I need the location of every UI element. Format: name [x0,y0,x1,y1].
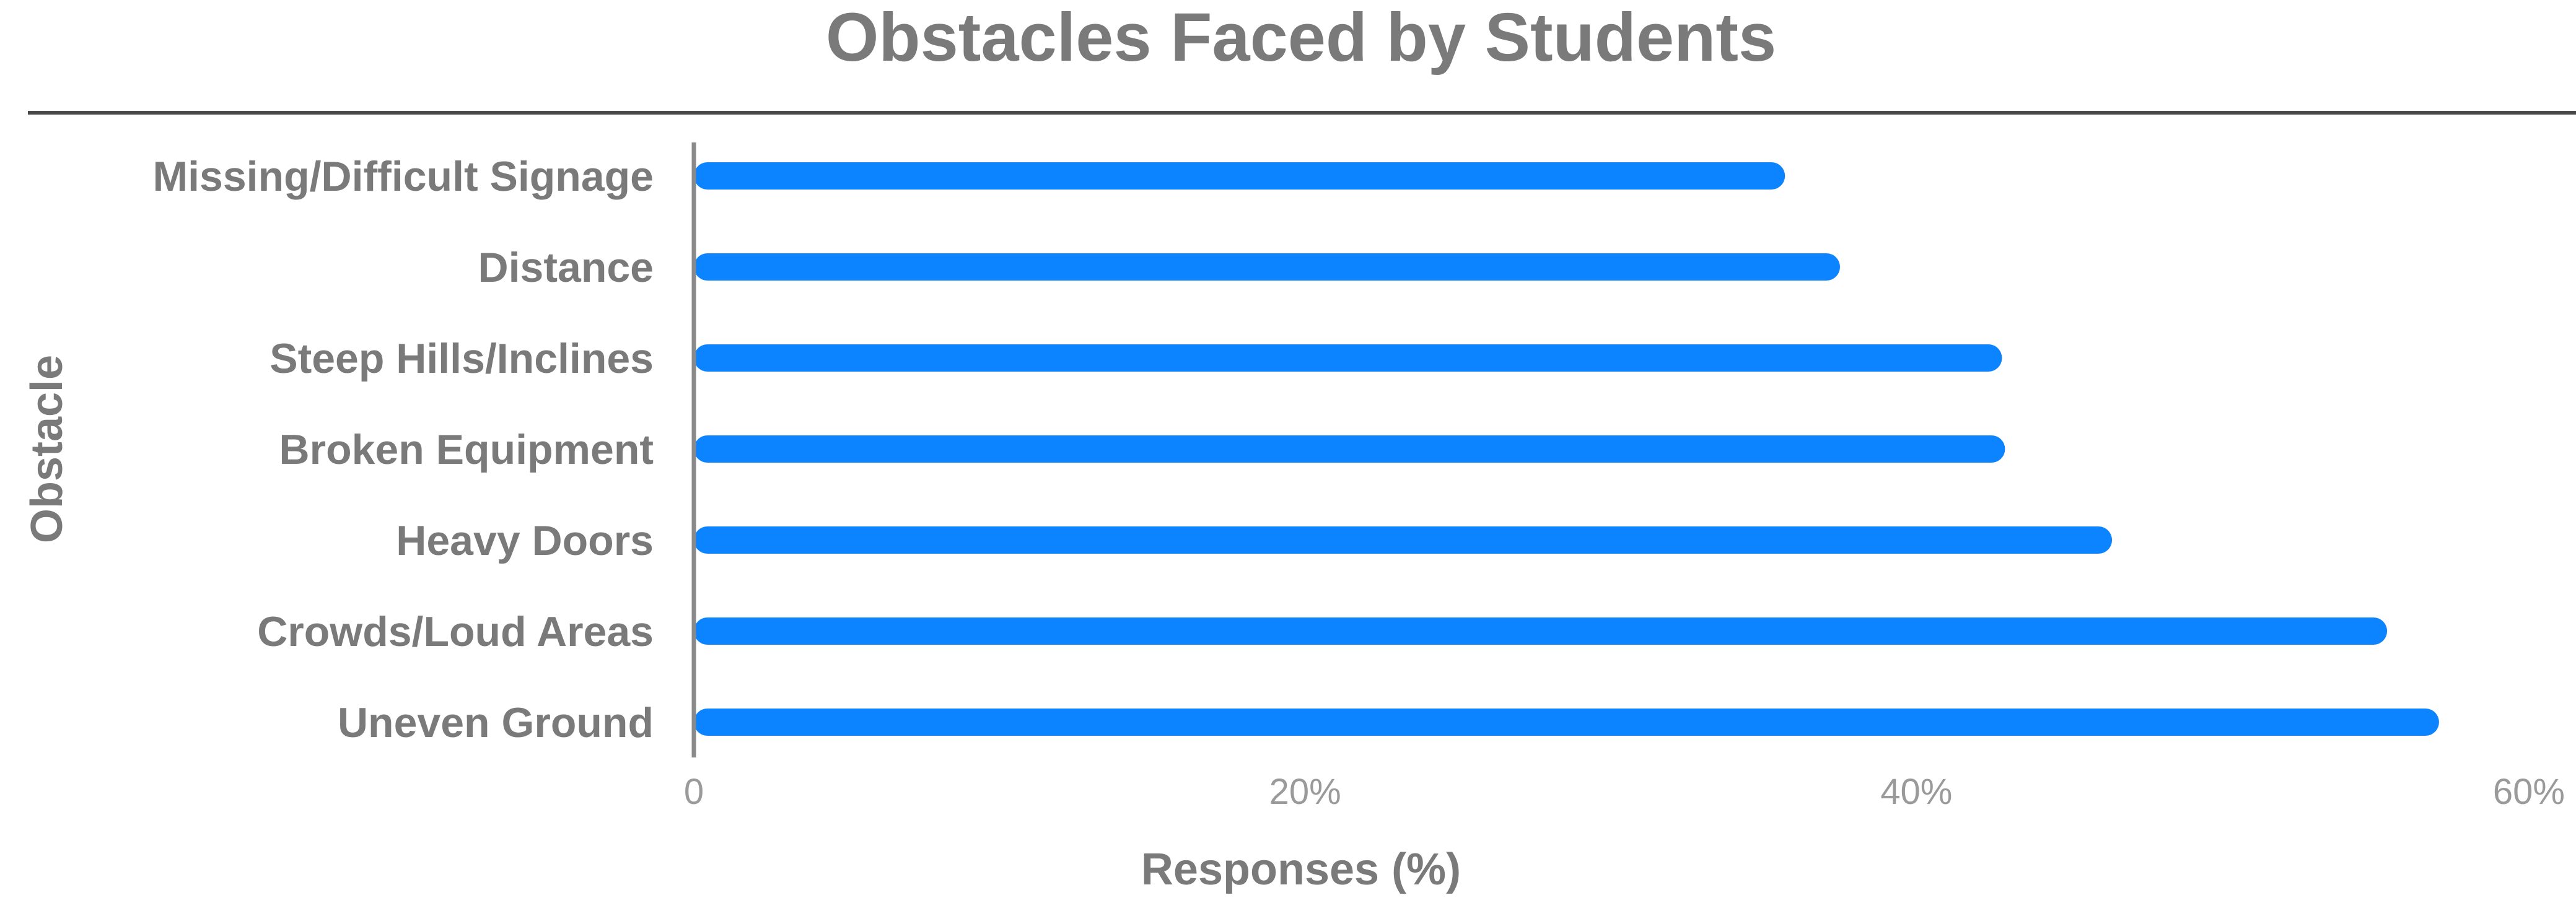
category-label: Uneven Ground [338,699,654,746]
bar [694,435,2005,463]
y-axis-title: Obstacle [22,355,72,543]
bar [694,526,2113,554]
category-labels-group: Missing/Difficult Signage Distance Steep H… [153,153,654,746]
category-label: Steep Hills/Inclines [269,335,654,382]
category-label: Missing/Difficult Signage [153,153,654,200]
x-tick-labels-group: 0 20% 40% 60% [684,772,2565,812]
bar [694,162,1785,190]
x-axis-title: Responses (%) [1141,845,1461,894]
x-tick-label: 40% [1880,772,1952,812]
chart-title: Obstacles Faced by Students [826,0,1776,76]
bar [694,253,1840,281]
category-label: Broken Equipment [279,426,654,473]
bar [694,709,2439,736]
x-tick-label: 0 [684,772,704,812]
category-label: Heavy Doors [396,517,654,564]
category-label: Distance [478,244,654,291]
category-label: Crowds/Loud Areas [257,608,654,655]
bars-group [694,162,2439,736]
bar [694,617,2388,645]
x-tick-label: 60% [2493,772,2565,812]
x-tick-label: 20% [1269,772,1341,812]
bar [694,344,2002,372]
